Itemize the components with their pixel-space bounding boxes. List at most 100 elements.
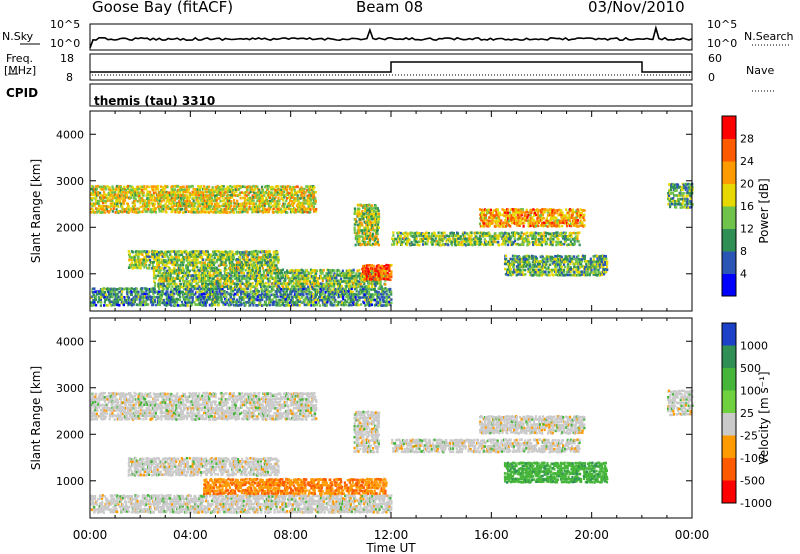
heatmap-cell bbox=[104, 187, 107, 191]
heatmap-cell bbox=[359, 235, 362, 238]
heatmap-cell bbox=[199, 188, 202, 192]
heatmap-cell bbox=[283, 205, 286, 208]
heatmap-cell bbox=[269, 202, 272, 205]
heatmap-cell bbox=[206, 194, 209, 198]
heatmap-cell bbox=[372, 228, 375, 232]
heatmap-cell bbox=[261, 194, 264, 198]
heatmap-cell bbox=[370, 223, 373, 226]
heatmap-cell bbox=[147, 208, 150, 211]
heatmap-cell bbox=[146, 210, 149, 213]
heatmap-cell bbox=[228, 196, 231, 200]
heatmap-cell bbox=[306, 293, 309, 296]
heatmap-cell bbox=[227, 186, 230, 189]
heatmap-cell bbox=[277, 185, 280, 188]
heatmap-cell bbox=[313, 210, 316, 213]
heatmap-cell bbox=[162, 204, 165, 208]
heatmap-cell bbox=[377, 243, 380, 247]
heatmap-cell bbox=[249, 188, 252, 191]
heatmap-cell bbox=[315, 269, 318, 273]
heatmap-cell bbox=[358, 298, 361, 302]
heatmap-cell bbox=[259, 204, 262, 208]
heatmap-cell bbox=[288, 295, 291, 299]
heatmap-cell bbox=[518, 213, 521, 217]
heatmap-cell bbox=[266, 271, 269, 274]
heatmap-cell bbox=[570, 232, 574, 235]
heatmap-cell bbox=[421, 234, 424, 237]
heatmap-cell bbox=[213, 303, 217, 307]
heatmap-cell bbox=[108, 186, 111, 189]
heatmap-cell bbox=[568, 214, 571, 217]
heatmap-cell bbox=[97, 184, 100, 188]
heatmap-cell bbox=[123, 210, 126, 213]
heatmap-cell bbox=[280, 185, 283, 188]
heatmap-cell bbox=[183, 280, 186, 283]
heatmap-cell bbox=[490, 240, 493, 243]
heatmap-cell bbox=[102, 201, 105, 205]
heatmap-cell bbox=[256, 185, 259, 189]
heatmap-cell bbox=[141, 287, 144, 290]
heatmap-cell bbox=[526, 210, 529, 214]
heatmap-cell bbox=[90, 193, 93, 196]
heatmap-cell bbox=[244, 268, 247, 272]
heatmap-cell bbox=[151, 204, 154, 208]
heatmap-cell bbox=[495, 216, 498, 220]
heatmap-cell bbox=[411, 243, 414, 246]
heatmap-cell bbox=[243, 193, 246, 197]
heatmap-cell bbox=[482, 222, 485, 225]
heatmap-cell bbox=[156, 274, 159, 278]
heatmap-cell bbox=[558, 242, 561, 246]
heatmap-cell bbox=[132, 196, 135, 199]
heatmap-cell bbox=[111, 295, 114, 299]
heatmap-cell bbox=[215, 196, 218, 200]
heatmap-cell bbox=[234, 188, 237, 191]
heatmap-cell bbox=[274, 188, 277, 192]
heatmap-cell bbox=[134, 197, 137, 200]
heatmap-cell bbox=[120, 202, 123, 206]
beam-title: Beam 08 bbox=[356, 0, 424, 16]
heatmap-cell bbox=[236, 293, 239, 296]
heatmap-cell bbox=[463, 240, 466, 243]
heatmap-cell bbox=[206, 198, 210, 202]
heatmap-cell bbox=[252, 210, 255, 213]
heatmap-cell bbox=[244, 303, 247, 307]
heatmap-cell bbox=[287, 193, 290, 196]
heatmap-cell bbox=[124, 191, 127, 195]
heatmap-cell bbox=[203, 295, 207, 298]
heatmap-cell bbox=[507, 243, 510, 247]
heatmap-cell bbox=[158, 199, 162, 203]
heatmap-cell bbox=[149, 190, 152, 194]
heatmap-cell bbox=[264, 274, 267, 277]
heatmap-cell bbox=[437, 231, 440, 234]
heatmap-cell bbox=[209, 276, 212, 280]
heatmap-cell bbox=[136, 303, 139, 307]
heatmap-cell bbox=[95, 298, 98, 301]
heatmap-cell bbox=[94, 210, 97, 214]
heatmap-cell bbox=[243, 295, 246, 299]
heatmap-cell bbox=[356, 298, 359, 302]
heatmap-cell bbox=[214, 204, 217, 208]
heatmap-cell bbox=[408, 238, 411, 241]
heatmap-cell bbox=[236, 205, 239, 208]
heatmap-cell bbox=[290, 202, 293, 206]
heatmap-cell bbox=[229, 196, 232, 199]
heatmap-cell bbox=[325, 304, 328, 307]
heatmap-cell bbox=[290, 191, 293, 194]
heatmap-cell bbox=[289, 199, 292, 202]
heatmap-cell bbox=[218, 205, 221, 208]
heatmap-cell bbox=[252, 184, 255, 188]
heatmap-cell bbox=[117, 295, 120, 299]
heatmap-cell bbox=[172, 290, 175, 293]
heatmap-cell bbox=[457, 243, 460, 246]
heatmap-cell bbox=[388, 300, 391, 304]
heatmap-cell bbox=[152, 303, 155, 306]
heatmap-cell bbox=[413, 243, 416, 246]
heatmap-cell bbox=[431, 238, 434, 241]
heatmap-cell bbox=[257, 276, 260, 280]
heatmap-cell bbox=[521, 235, 524, 239]
heatmap-cell bbox=[494, 232, 497, 235]
heatmap-cell bbox=[180, 201, 183, 205]
heatmap-cell bbox=[142, 202, 145, 205]
heatmap-cell bbox=[296, 210, 299, 213]
heatmap-cell bbox=[210, 210, 213, 213]
heatmap-cell bbox=[258, 188, 261, 192]
